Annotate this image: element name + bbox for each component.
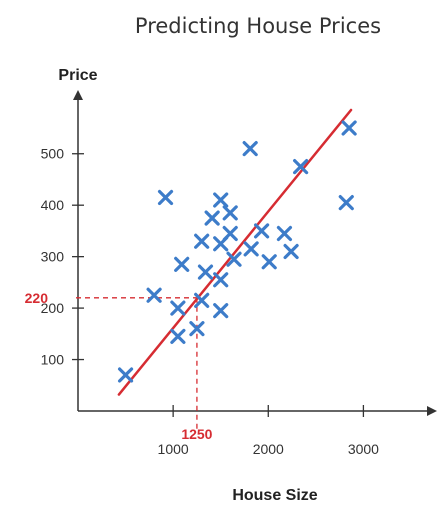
x-axis-arrow bbox=[427, 406, 437, 416]
axes bbox=[73, 90, 437, 416]
data-point bbox=[213, 303, 229, 319]
y-tick-label: 100 bbox=[41, 352, 65, 368]
y-axis-title: Price bbox=[58, 67, 97, 84]
data-points bbox=[117, 120, 357, 383]
annotation-x-label: 1250 bbox=[181, 426, 212, 442]
data-point bbox=[117, 367, 134, 383]
data-point bbox=[242, 140, 258, 157]
data-point bbox=[204, 210, 220, 226]
annotation-y-label: 220 bbox=[25, 290, 49, 306]
y-axis-arrow bbox=[73, 90, 83, 100]
data-point bbox=[213, 192, 229, 208]
chart-title: Predicting House Prices bbox=[135, 14, 381, 38]
data-point bbox=[293, 159, 309, 175]
annotation-labels: 220 1250 bbox=[25, 290, 213, 442]
x-tick-label: 2000 bbox=[253, 441, 284, 457]
data-point bbox=[222, 205, 238, 221]
data-point bbox=[174, 256, 190, 272]
y-tick-label: 200 bbox=[41, 300, 65, 316]
data-point bbox=[194, 292, 210, 308]
data-point bbox=[283, 243, 299, 260]
y-tick-label: 500 bbox=[41, 146, 65, 162]
data-point bbox=[157, 189, 174, 206]
annotation-guides bbox=[76, 297, 198, 429]
data-point bbox=[226, 251, 242, 267]
data-point bbox=[213, 272, 229, 288]
data-point bbox=[261, 254, 277, 270]
data-point bbox=[276, 225, 293, 242]
x-tick-label: 3000 bbox=[348, 441, 379, 457]
data-point bbox=[197, 264, 214, 280]
data-point bbox=[146, 287, 162, 303]
data-point bbox=[189, 321, 205, 337]
data-point bbox=[243, 241, 259, 257]
trend-line-group bbox=[117, 108, 353, 396]
trend-line bbox=[117, 108, 353, 396]
y-tick-label: 400 bbox=[41, 197, 65, 213]
data-point bbox=[341, 120, 357, 136]
data-point bbox=[170, 328, 186, 344]
data-point bbox=[222, 225, 238, 242]
x-axis-title: House Size bbox=[232, 487, 317, 504]
data-point bbox=[194, 233, 210, 249]
data-point bbox=[170, 300, 186, 316]
data-point bbox=[254, 223, 270, 239]
ticks: 100 200 300 400 500 1000 2000 3000 bbox=[41, 146, 380, 457]
x-tick-label: 1000 bbox=[158, 441, 189, 457]
y-tick-label: 300 bbox=[41, 249, 65, 265]
data-point bbox=[338, 195, 354, 211]
